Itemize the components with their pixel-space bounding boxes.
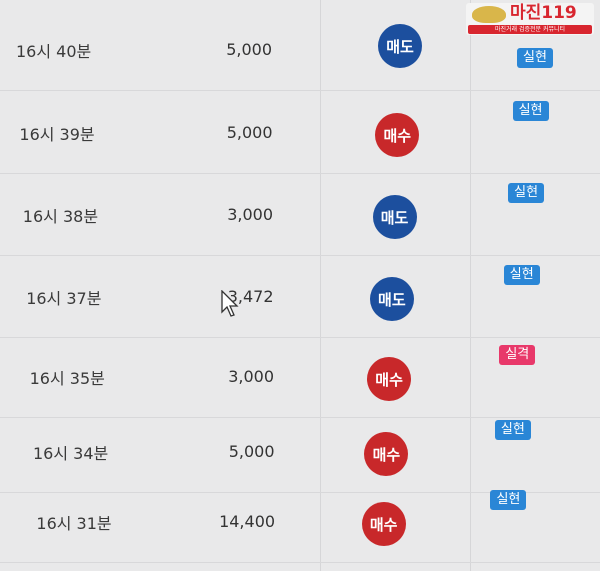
result-badge: 실현 <box>494 420 531 440</box>
row-divider <box>0 90 600 91</box>
result-badge: 실현 <box>512 101 549 121</box>
trade-amount: 5,000 <box>228 442 275 461</box>
trade-amount: 3,472 <box>227 287 274 306</box>
trade-time: 16시 35분 <box>29 369 105 388</box>
side-sell-badge: 매도 <box>369 277 414 321</box>
trade-amount: 5,000 <box>226 123 273 142</box>
table-row: 16시 35분 3,000 매수 실격 <box>0 337 600 418</box>
table-row: 16시 31분 14,400 매수 실현 <box>0 482 600 563</box>
trade-time: 16시 31분 <box>36 514 112 533</box>
mouse-cursor-icon <box>221 290 239 317</box>
side-buy-badge: 매수 <box>361 502 406 546</box>
row-divider <box>0 173 600 174</box>
result-badge: 실격 <box>499 345 536 365</box>
side-buy-badge: 매수 <box>364 432 409 476</box>
trade-amount: 5,000 <box>226 40 272 59</box>
table-row: 16시 34분 5,000 매수 실현 <box>0 412 600 493</box>
result-badge: 실현 <box>490 490 527 510</box>
side-sell-badge: 매도 <box>378 24 422 68</box>
trade-amount: 3,000 <box>228 367 275 386</box>
logo-tagline: 마진거래 검증전문 커뮤니티 <box>468 25 592 34</box>
logo-name: 마진119 <box>510 3 577 23</box>
table-row: 16시 39분 5,000 매수 실현 <box>0 93 600 174</box>
side-buy-badge: 매수 <box>367 357 412 401</box>
row-divider <box>0 417 600 418</box>
trade-amount: 14,400 <box>219 512 276 531</box>
result-badge: 실현 <box>517 48 553 68</box>
column-divider <box>470 0 471 571</box>
trade-time: 16시 37분 <box>26 289 102 308</box>
row-divider <box>0 492 600 493</box>
trade-time: 16시 39분 <box>19 125 95 144</box>
column-divider <box>320 0 321 571</box>
result-badge: 실현 <box>503 265 540 285</box>
trade-time: 16시 34분 <box>33 444 109 463</box>
row-divider <box>0 562 600 563</box>
trade-amount: 3,000 <box>227 205 274 224</box>
eagle-emblem-icon <box>472 6 506 23</box>
row-divider <box>0 337 600 338</box>
row-divider <box>0 255 600 256</box>
trade-time: 16시 40분 <box>16 42 92 61</box>
table-row: 16시 40분 5,000 매도 실현 <box>0 10 600 91</box>
side-buy-badge: 매수 <box>375 113 420 157</box>
side-sell-badge: 매도 <box>372 195 417 239</box>
trade-time: 16시 38분 <box>22 207 99 226</box>
table-row: 16시 38분 3,000 매도 실현 <box>0 175 600 256</box>
logo: 마진119 마진거래 검증전문 커뮤니티 <box>466 3 594 35</box>
result-badge: 실현 <box>508 183 545 203</box>
table-row: 16시 37분 3,472 매도 실현 <box>0 257 600 338</box>
